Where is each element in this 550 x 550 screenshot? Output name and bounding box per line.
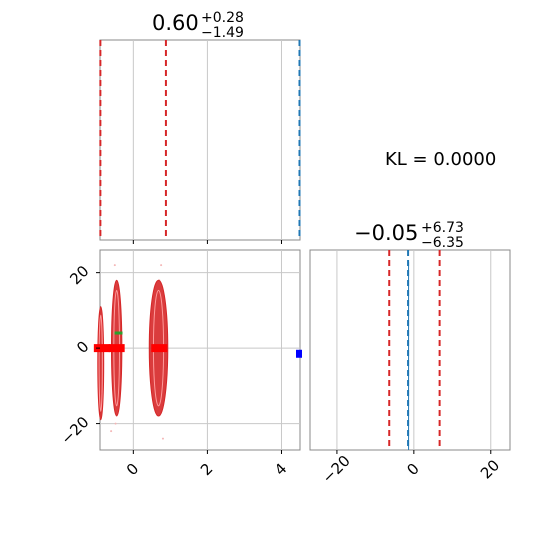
panel-bottom-left-marks [93, 264, 302, 440]
panel-top-left-title-plus: +0.28 [201, 10, 244, 26]
median-marker [108, 344, 125, 353]
x-tick-label: −20 [319, 452, 354, 487]
panel-bottom-right-title-plus: +6.73 [421, 220, 464, 236]
panel-top-left-grid [132, 40, 282, 240]
panel-bottom-right-title: −0.05 [354, 221, 418, 245]
contour-level [98, 314, 103, 412]
x-tick-label: 2 [197, 460, 216, 479]
panel-bottom-right-frame [309, 249, 511, 451]
panel-bottom-right-grid [336, 250, 492, 450]
panel-bottom-left-grid [100, 250, 300, 450]
kl-annotation: KL = 0.0000 [385, 149, 496, 170]
panel-bottom-right-title-minus: −6.35 [421, 235, 464, 251]
x-tick-label: 0 [403, 460, 422, 479]
scatter-point [110, 430, 113, 433]
panel-top-left-title: 0.60 [152, 11, 199, 35]
truth-marker [296, 349, 302, 358]
y-tick-label: 0 [73, 338, 92, 357]
panel-top-left-lines [99, 40, 301, 240]
panel-bottom-right: −20 0 20 −0.05 +6.73 −6.35 [309, 220, 511, 487]
x-tick-label: 4 [271, 460, 290, 479]
panel-top-left-title-minus: −1.49 [201, 25, 244, 41]
panel-bottom-left-frame [99, 249, 301, 451]
scatter-point [161, 437, 164, 440]
median-marker [151, 344, 168, 353]
scatter-point [160, 264, 163, 267]
y-tick-label: 20 [66, 262, 92, 288]
median-marker [93, 344, 110, 353]
x-tick-label: 0 [123, 460, 142, 479]
panel-bottom-left: 0 2 4 20 0 −20 [57, 249, 302, 479]
x-tick-label: 20 [477, 456, 503, 482]
panel-bottom-right-ticks: −20 0 20 [319, 450, 503, 487]
scatter-point [113, 264, 116, 267]
panel-top-left: 0.60 +0.28 −1.49 [99, 10, 301, 244]
panel-bottom-right-lines [388, 250, 441, 450]
y-tick-label: −20 [57, 413, 92, 448]
green-marker [114, 331, 123, 335]
scatter-point [114, 422, 117, 425]
panel-top-left-ticks [132, 240, 282, 244]
panel-top-left-frame [99, 39, 301, 241]
